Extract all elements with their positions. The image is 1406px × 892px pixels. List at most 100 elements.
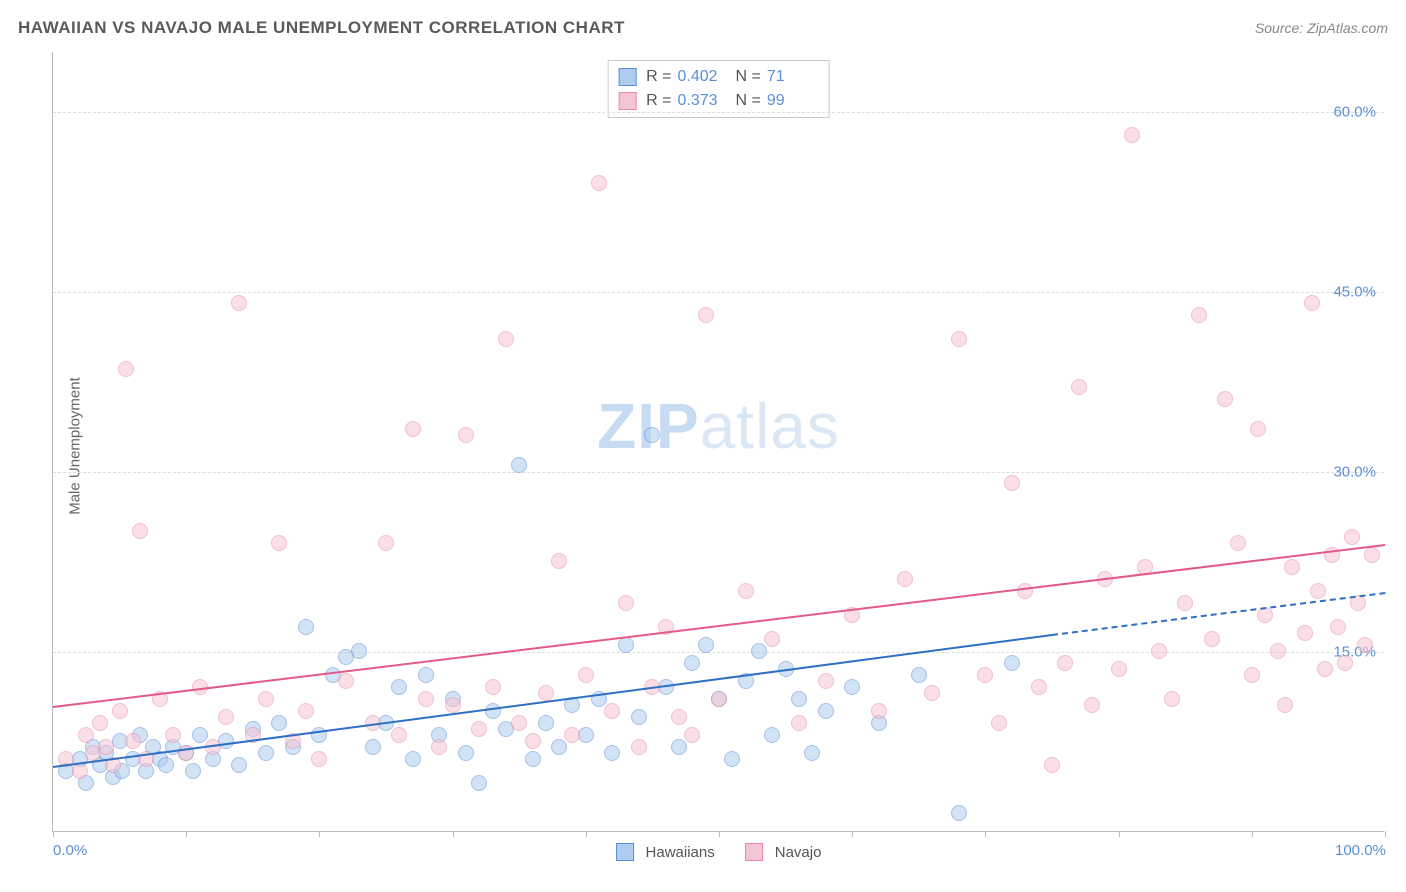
data-point: [818, 703, 834, 719]
data-point: [418, 691, 434, 707]
data-point: [764, 631, 780, 647]
data-point: [192, 727, 208, 743]
data-point: [92, 715, 108, 731]
data-point: [538, 715, 554, 731]
data-point: [112, 703, 128, 719]
data-point: [311, 751, 327, 767]
data-point: [218, 709, 234, 725]
data-point: [271, 535, 287, 551]
data-point: [338, 673, 354, 689]
data-point: [604, 703, 620, 719]
x-tick-mark: [453, 831, 454, 837]
data-point: [578, 667, 594, 683]
data-point: [72, 763, 88, 779]
series-swatch: [618, 92, 636, 110]
data-point: [711, 691, 727, 707]
data-point: [298, 703, 314, 719]
data-point: [1217, 391, 1233, 407]
data-point: [185, 763, 201, 779]
data-point: [897, 571, 913, 587]
stats-legend-box: R =0.402N =71R =0.373N =99: [607, 60, 830, 118]
data-point: [298, 619, 314, 635]
x-tick-mark: [586, 831, 587, 837]
data-point: [271, 715, 287, 731]
data-point: [258, 745, 274, 761]
data-point: [751, 643, 767, 659]
data-point: [1270, 643, 1286, 659]
gridline-h: [53, 472, 1384, 473]
x-tick-mark: [53, 831, 54, 837]
data-point: [1151, 643, 1167, 659]
data-point: [1230, 535, 1246, 551]
x-tick-mark: [1252, 831, 1253, 837]
data-point: [1250, 421, 1266, 437]
data-point: [431, 739, 447, 755]
data-point: [1057, 655, 1073, 671]
watermark: ZIPatlas: [597, 389, 840, 463]
data-point: [724, 751, 740, 767]
trend-line: [53, 544, 1385, 708]
y-tick-label: 45.0%: [1333, 284, 1376, 301]
data-point: [1277, 697, 1293, 713]
data-point: [1004, 475, 1020, 491]
data-point: [1071, 379, 1087, 395]
data-point: [485, 703, 501, 719]
stats-row: R =0.402N =71: [618, 65, 819, 89]
x-tick-mark: [852, 831, 853, 837]
data-point: [1297, 625, 1313, 641]
data-point: [1304, 295, 1320, 311]
data-point: [405, 421, 421, 437]
data-point: [951, 805, 967, 821]
data-point: [98, 739, 114, 755]
x-tick-label: 100.0%: [1335, 842, 1386, 859]
data-point: [231, 757, 247, 773]
data-point: [1330, 619, 1346, 635]
data-point: [485, 679, 501, 695]
data-point: [78, 727, 94, 743]
data-point: [618, 637, 634, 653]
data-point: [1337, 655, 1353, 671]
data-point: [804, 745, 820, 761]
data-point: [258, 691, 274, 707]
data-point: [1031, 679, 1047, 695]
data-point: [511, 457, 527, 473]
data-point: [378, 535, 394, 551]
data-point: [458, 427, 474, 443]
data-point: [445, 697, 461, 713]
data-point: [391, 727, 407, 743]
data-point: [1317, 661, 1333, 677]
data-point: [684, 655, 700, 671]
data-point: [391, 679, 407, 695]
data-point: [991, 715, 1007, 731]
data-point: [231, 295, 247, 311]
data-point: [511, 715, 527, 731]
chart-source: Source: ZipAtlas.com: [1255, 20, 1388, 36]
data-point: [698, 307, 714, 323]
stat-label-r: R =: [646, 65, 671, 89]
data-point: [618, 595, 634, 611]
data-point: [1124, 127, 1140, 143]
data-point: [951, 331, 967, 347]
x-tick-mark: [719, 831, 720, 837]
data-point: [1244, 667, 1260, 683]
data-point: [1004, 655, 1020, 671]
legend-item: Navajo: [745, 843, 822, 861]
data-point: [1164, 691, 1180, 707]
data-point: [118, 361, 134, 377]
data-point: [604, 745, 620, 761]
y-tick-label: 60.0%: [1333, 104, 1376, 121]
x-tick-label: 0.0%: [53, 842, 87, 859]
data-point: [1111, 661, 1127, 677]
data-point: [791, 691, 807, 707]
data-point: [924, 685, 940, 701]
stat-value-n: 99: [767, 89, 819, 113]
data-point: [671, 739, 687, 755]
legend-swatch: [745, 843, 763, 861]
data-point: [158, 757, 174, 773]
data-point: [538, 685, 554, 701]
data-point: [1284, 559, 1300, 575]
data-point: [165, 727, 181, 743]
data-point: [132, 523, 148, 539]
data-point: [1177, 595, 1193, 611]
legend-swatch: [616, 843, 634, 861]
